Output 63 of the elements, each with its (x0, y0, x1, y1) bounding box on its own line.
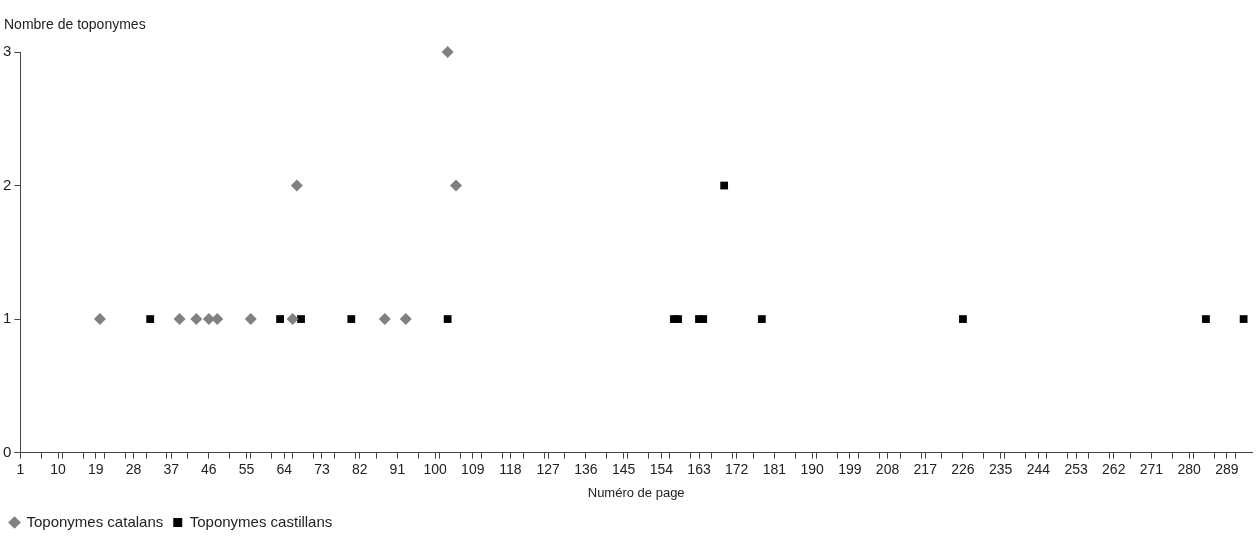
x-tick-label: 100 (423, 460, 447, 477)
x-tick-label: 226 (951, 460, 975, 477)
x-tick-label: 82 (351, 460, 368, 477)
x-tick-label: 28 (125, 460, 142, 477)
legend-label: Toponymes catalans (26, 512, 164, 530)
point (146, 315, 155, 323)
x-tick-label: 280 (1177, 460, 1202, 477)
point (286, 313, 299, 326)
point (674, 315, 682, 323)
x-tick-label: 253 (1064, 460, 1088, 477)
x-tick-label: 73 (314, 460, 330, 477)
x-tick-label: 244 (1026, 460, 1051, 477)
x-tick-label: 37 (163, 460, 180, 477)
point (720, 181, 729, 190)
x-tick-label: 199 (838, 460, 862, 477)
point (1202, 315, 1210, 323)
x-tick-label: 289 (1215, 460, 1239, 477)
x-tick-label: 172 (725, 460, 749, 477)
x-tick-label: 145 (611, 460, 636, 477)
point (699, 315, 708, 323)
point (290, 179, 303, 192)
x-tick-label: 235 (988, 460, 1013, 477)
x-tick-label: 271 (1139, 460, 1164, 477)
x-tick-label: 208 (875, 460, 900, 477)
x-tick-label: 109 (461, 460, 485, 477)
x-tick-label: 163 (687, 460, 711, 477)
x-tick-label: 10 (50, 460, 67, 477)
point (297, 315, 305, 323)
point (959, 315, 967, 323)
point (378, 313, 391, 326)
y-tick-label: 1 (3, 309, 12, 327)
x-tick-label: 64 (276, 460, 293, 477)
point (244, 313, 257, 326)
y-tick-label: 0 (3, 442, 12, 460)
x-tick-label: 46 (201, 460, 217, 477)
legend-label: Toponymes castillans (189, 512, 333, 530)
x-axis-title: Numéro de page (587, 484, 685, 500)
x-tick-label: 190 (800, 460, 825, 477)
y-axis-title: Nombre de toponymes (4, 15, 146, 32)
x-tick-label: 127 (536, 460, 561, 477)
x-tick-label: 118 (499, 460, 522, 477)
point (399, 313, 412, 326)
x-tick-label: 154 (649, 460, 674, 477)
point (757, 315, 766, 323)
x-tick-label: 19 (87, 460, 104, 477)
point (347, 315, 356, 323)
point (276, 315, 284, 323)
x-tick-label: 91 (389, 460, 406, 477)
x-tick-label: 1 (16, 460, 25, 477)
x-tick-label: 217 (913, 460, 938, 477)
point (1239, 315, 1248, 323)
x-tick-label: 181 (762, 460, 787, 477)
y-tick-label: 2 (3, 175, 12, 193)
point (190, 313, 203, 326)
x-tick-label: 55 (238, 460, 255, 477)
point (173, 313, 186, 326)
point (443, 315, 452, 323)
x-tick-label: 262 (1102, 460, 1126, 477)
x-tick-label: 136 (574, 460, 598, 477)
point (93, 313, 106, 326)
point (450, 179, 463, 192)
y-tick-label: 3 (3, 42, 12, 60)
point (441, 46, 454, 58)
